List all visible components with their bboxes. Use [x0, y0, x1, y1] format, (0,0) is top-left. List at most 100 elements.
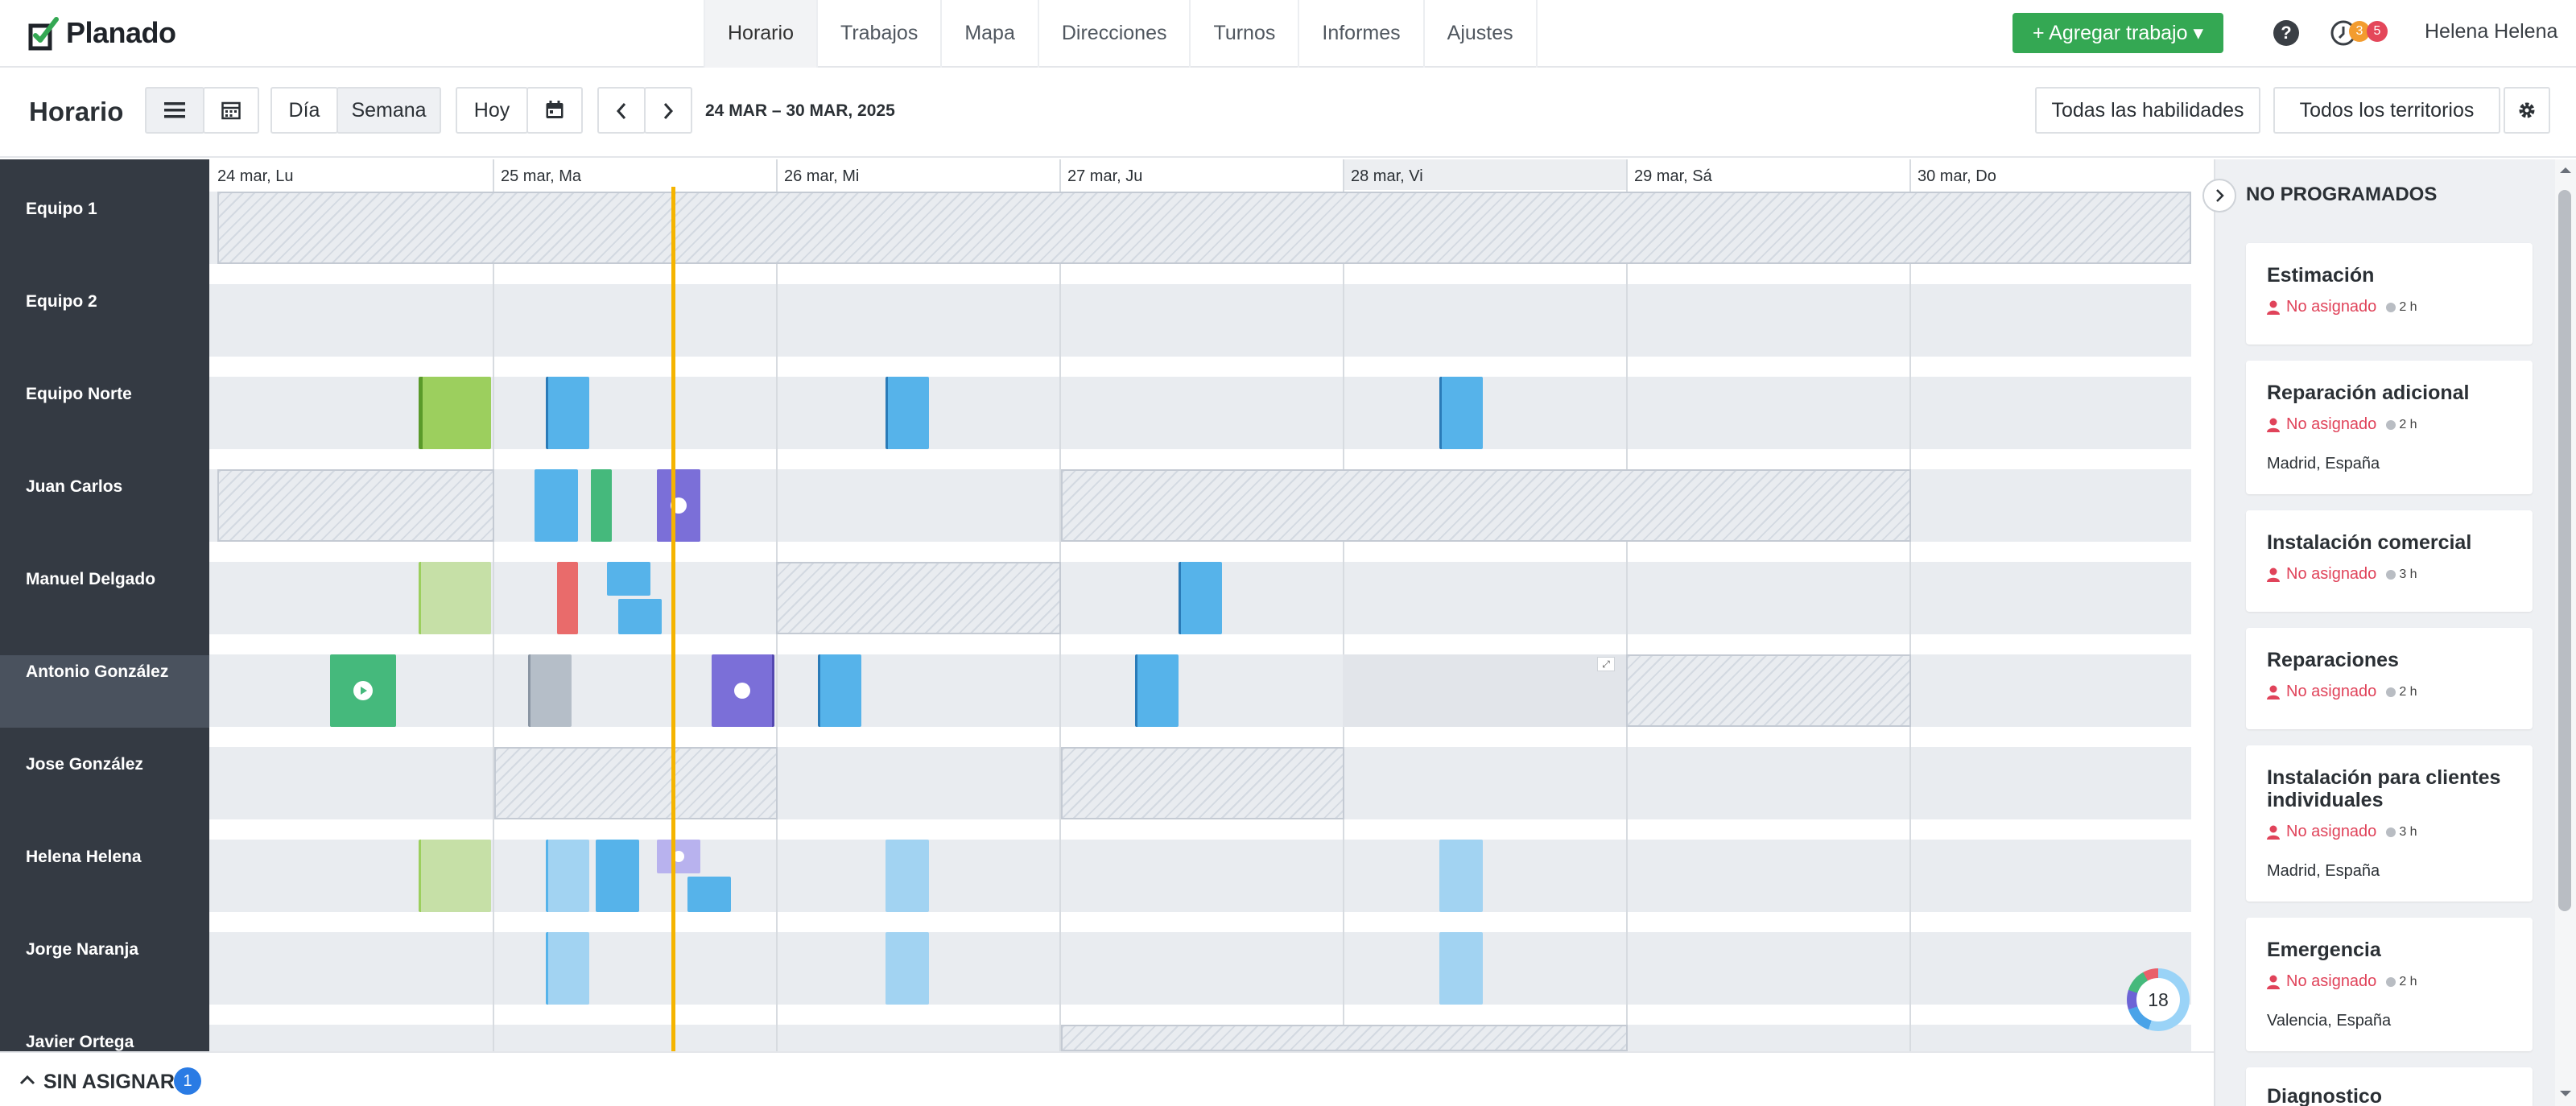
row-label[interactable]: Antonio González — [26, 662, 169, 681]
person-icon — [2267, 567, 2280, 582]
scrollbar-thumb[interactable] — [2558, 190, 2571, 911]
donut-count: 18 — [2136, 978, 2180, 1021]
user-menu[interactable]: Helena Helena — [2425, 20, 2558, 43]
day-view-button[interactable]: Día — [270, 87, 338, 134]
add-job-button[interactable]: + Agregar trabajo ▾ — [2013, 13, 2223, 53]
unscheduled-title: NO PROGRAMADOS — [2246, 184, 2438, 205]
job-card[interactable]: Instalación comercial No asignado 3 h — [2246, 510, 2533, 612]
job-card-title: Diagnostico — [2267, 1085, 2383, 1106]
job-event[interactable] — [419, 377, 491, 449]
assignee-label: No asignado — [2286, 298, 2377, 316]
logo[interactable]: Planado — [26, 13, 176, 53]
nav-turnos[interactable]: Turnos — [1191, 0, 1300, 68]
job-card[interactable]: Emergencia No asignado 2 h Valencia, Esp… — [2246, 918, 2533, 1051]
today-button[interactable]: Hoy — [456, 87, 528, 134]
person-icon — [2267, 825, 2280, 840]
expand-icon[interactable]: ⤢ — [1597, 657, 1615, 671]
help-icon[interactable]: ? — [2273, 20, 2299, 46]
unavailable-block — [217, 469, 494, 542]
job-event[interactable] — [886, 840, 929, 912]
job-event[interactable] — [687, 877, 731, 912]
job-event-started[interactable] — [330, 654, 396, 727]
collapse-panel-button[interactable] — [2202, 179, 2236, 213]
job-event[interactable] — [535, 469, 578, 542]
job-card-location: Madrid, España — [2267, 862, 2380, 880]
job-event-in-progress[interactable] — [657, 469, 700, 542]
row-label[interactable]: Manuel Delgado — [26, 570, 156, 588]
gear-icon — [2519, 102, 2535, 118]
job-event[interactable] — [1179, 562, 1222, 634]
row-label[interactable]: Helena Helena — [26, 848, 142, 866]
territories-filter[interactable]: Todos los territorios — [2273, 87, 2500, 134]
nav-direcciones[interactable]: Direcciones — [1039, 0, 1191, 68]
scroll-down-icon — [2560, 1091, 2571, 1096]
job-event[interactable] — [528, 654, 572, 727]
job-event[interactable] — [1439, 840, 1483, 912]
row-label[interactable]: Jorge Naranja — [26, 940, 139, 959]
row-label[interactable]: Juan Carlos — [26, 477, 123, 496]
job-event[interactable] — [607, 562, 650, 596]
nav-informes[interactable]: Informes — [1299, 0, 1425, 68]
row-label[interactable]: Equipo 1 — [26, 200, 97, 218]
row-label[interactable]: Equipo 2 — [26, 292, 97, 311]
skills-filter[interactable]: Todas las habilidades — [2035, 87, 2260, 134]
notifications[interactable]: 3 5 — [2330, 18, 2394, 47]
job-card[interactable]: Reparación adicional No asignado 2 h Mad… — [2246, 361, 2533, 494]
calendar-view-button[interactable] — [203, 87, 259, 134]
unavailable-block — [217, 192, 2191, 264]
page-title: Horario — [29, 97, 124, 126]
progress-donut[interactable]: 18 — [2127, 968, 2190, 1031]
date-picker-button[interactable] — [526, 87, 583, 134]
person-icon — [2267, 300, 2280, 315]
unavailable-block — [776, 562, 1061, 634]
job-event[interactable] — [1135, 654, 1179, 727]
job-event[interactable] — [546, 932, 589, 1005]
job-event[interactable] — [557, 562, 578, 634]
schedule-lane[interactable] — [209, 284, 2191, 357]
day-label: 25 mar, Ma — [501, 167, 582, 185]
nav-trabajos[interactable]: Trabajos — [818, 0, 943, 68]
job-event[interactable] — [591, 469, 612, 542]
job-card[interactable]: Estimación No asignado 2 h — [2246, 243, 2533, 345]
next-week-button[interactable] — [644, 87, 692, 134]
job-event[interactable] — [419, 562, 491, 634]
job-card[interactable]: Reparaciones No asignado 2 h — [2246, 628, 2533, 729]
job-card[interactable]: Diagnostico — [2246, 1067, 2533, 1106]
nav-mapa[interactable]: Mapa — [942, 0, 1039, 68]
job-card-title: Instalación para clientes individuales — [2267, 766, 2501, 811]
unavailable-block — [1061, 1025, 1628, 1051]
job-event[interactable] — [886, 377, 929, 449]
schedule-lane[interactable] — [209, 840, 2191, 912]
job-card[interactable]: Instalación para clientes individuales N… — [2246, 745, 2533, 902]
schedule-settings-button[interactable] — [2504, 87, 2550, 134]
unassigned-label: SIN ASIGNAR — [43, 1071, 175, 1093]
job-event-in-progress[interactable] — [712, 654, 774, 727]
job-card-title: Estimación — [2267, 264, 2375, 287]
list-view-button[interactable] — [145, 87, 204, 134]
nav-ajustes[interactable]: Ajustes — [1425, 0, 1538, 68]
job-event[interactable] — [618, 599, 662, 634]
row-label[interactable]: Javier Ortega — [26, 1033, 134, 1051]
job-event[interactable] — [546, 377, 589, 449]
job-event[interactable] — [818, 654, 861, 727]
job-event[interactable] — [886, 932, 929, 1005]
previous-week-button[interactable] — [597, 87, 646, 134]
assignee-label: No asignado — [2286, 683, 2377, 700]
job-event[interactable] — [657, 840, 700, 873]
row-label[interactable]: Equipo Norte — [26, 385, 132, 403]
schedule-lane[interactable] — [209, 932, 2191, 1005]
job-event[interactable] — [1439, 932, 1483, 1005]
job-event[interactable] — [596, 840, 639, 912]
row-label[interactable]: Jose González — [26, 755, 143, 774]
schedule-lane[interactable] — [209, 377, 2191, 449]
assignee-label: No asignado — [2286, 415, 2377, 433]
day-label: 28 mar, Vi — [1351, 167, 1423, 185]
day-divider — [776, 159, 778, 190]
nav-horario[interactable]: Horario — [704, 0, 818, 68]
unassigned-bar[interactable]: SIN ASIGNAR 1 — [0, 1051, 2214, 1106]
job-event[interactable] — [1439, 377, 1483, 449]
day-header: 24 mar, Lu 25 mar, Ma 26 mar, Mi 27 mar,… — [209, 159, 2212, 190]
week-view-button[interactable]: Semana — [336, 87, 441, 134]
job-event[interactable] — [546, 840, 589, 912]
job-event[interactable] — [419, 840, 491, 912]
